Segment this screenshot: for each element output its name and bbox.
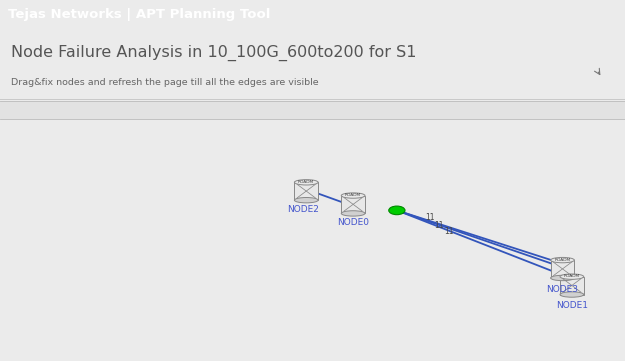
Ellipse shape: [294, 180, 318, 185]
Text: Node Failure Analysis in 10_100G_600to200 for S1: Node Failure Analysis in 10_100G_600to20…: [11, 45, 417, 61]
FancyBboxPatch shape: [551, 260, 574, 278]
Text: Tejas Networks | APT Planning Tool: Tejas Networks | APT Planning Tool: [8, 8, 270, 22]
Ellipse shape: [560, 292, 584, 297]
Circle shape: [389, 206, 405, 215]
Ellipse shape: [341, 193, 365, 198]
Text: NODE0: NODE0: [337, 218, 369, 227]
Ellipse shape: [341, 211, 365, 216]
Text: NODE1: NODE1: [556, 301, 588, 310]
Ellipse shape: [551, 275, 574, 280]
FancyBboxPatch shape: [341, 196, 365, 213]
Text: ROADM: ROADM: [564, 274, 580, 278]
FancyBboxPatch shape: [560, 277, 584, 295]
Text: 11: 11: [434, 221, 444, 230]
Text: NODE2: NODE2: [288, 205, 319, 214]
Ellipse shape: [560, 274, 584, 279]
Text: NODE3: NODE3: [546, 285, 579, 294]
Ellipse shape: [551, 257, 574, 263]
Text: 11: 11: [444, 227, 453, 236]
Ellipse shape: [294, 197, 318, 203]
Text: ROADM: ROADM: [345, 193, 361, 197]
FancyBboxPatch shape: [0, 101, 625, 119]
Text: ROADM: ROADM: [554, 257, 571, 261]
Text: Drag&fix nodes and refresh the page till all the edges are visible: Drag&fix nodes and refresh the page till…: [11, 78, 319, 87]
Text: ROADM: ROADM: [298, 180, 314, 184]
FancyBboxPatch shape: [294, 182, 318, 200]
Text: 11: 11: [425, 213, 434, 222]
